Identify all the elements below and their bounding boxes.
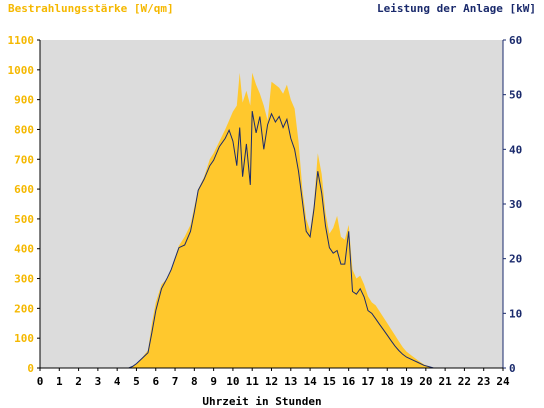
x-tick-label: 18 bbox=[381, 375, 394, 388]
x-tick-label: 11 bbox=[246, 375, 260, 388]
y-right-tick-label: 50 bbox=[509, 89, 522, 102]
irradiance-area bbox=[40, 72, 503, 369]
x-tick-label: 15 bbox=[323, 375, 336, 388]
y-left-tick-label: 400 bbox=[14, 243, 34, 256]
x-tick-label: 1 bbox=[56, 375, 63, 388]
y-left-tick-label: 1100 bbox=[8, 34, 35, 47]
x-tick-label: 3 bbox=[95, 375, 102, 388]
x-tick-label: 4 bbox=[114, 375, 121, 388]
x-tick-label: 19 bbox=[400, 375, 413, 388]
y-right-tick-label: 60 bbox=[509, 34, 522, 47]
x-tick-label: 10 bbox=[226, 375, 239, 388]
y-left-tick-label: 500 bbox=[14, 213, 34, 226]
x-tick-label: 20 bbox=[419, 375, 432, 388]
y-left-tick-label: 100 bbox=[14, 332, 34, 345]
x-tick-label: 8 bbox=[191, 375, 198, 388]
x-tick-label: 2 bbox=[75, 375, 82, 388]
y-right-tick-label: 10 bbox=[509, 307, 522, 320]
left-axis-title: Bestrahlungsstärke [W/qm] bbox=[8, 2, 174, 15]
x-tick-label: 14 bbox=[303, 375, 317, 388]
y-right-tick-label: 30 bbox=[509, 198, 522, 211]
x-tick-label: 6 bbox=[152, 375, 159, 388]
y-left-tick-label: 0 bbox=[27, 362, 34, 375]
y-left-tick-label: 700 bbox=[14, 153, 34, 166]
x-tick-label: 24 bbox=[496, 375, 510, 388]
y-left-tick-label: 1000 bbox=[8, 64, 35, 77]
y-right-tick-label: 40 bbox=[509, 143, 522, 156]
x-tick-label: 22 bbox=[458, 375, 471, 388]
x-tick-label: 9 bbox=[210, 375, 217, 388]
y-left-tick-label: 900 bbox=[14, 94, 34, 107]
x-tick-label: 21 bbox=[439, 375, 453, 388]
x-tick-label: 23 bbox=[477, 375, 490, 388]
x-tick-label: 16 bbox=[342, 375, 356, 388]
power-line bbox=[40, 111, 503, 369]
y-left-tick-label: 800 bbox=[14, 123, 34, 136]
x-tick-label: 5 bbox=[133, 375, 140, 388]
y-right-tick-label: 20 bbox=[509, 253, 522, 266]
y-left-tick-label: 600 bbox=[14, 183, 34, 196]
x-tick-label: 7 bbox=[172, 375, 179, 388]
x-tick-label: 12 bbox=[265, 375, 278, 388]
y-left-tick-label: 200 bbox=[14, 302, 34, 315]
x-tick-label: 17 bbox=[361, 375, 374, 388]
y-left-tick-label: 300 bbox=[14, 273, 34, 286]
x-axis-title: Uhrzeit in Stunden bbox=[202, 395, 321, 408]
x-tick-label: 0 bbox=[37, 375, 44, 388]
y-right-tick-label: 0 bbox=[509, 362, 516, 375]
right-axis-title: Leistung der Anlage [kW] bbox=[377, 2, 536, 15]
x-tick-label: 13 bbox=[284, 375, 297, 388]
